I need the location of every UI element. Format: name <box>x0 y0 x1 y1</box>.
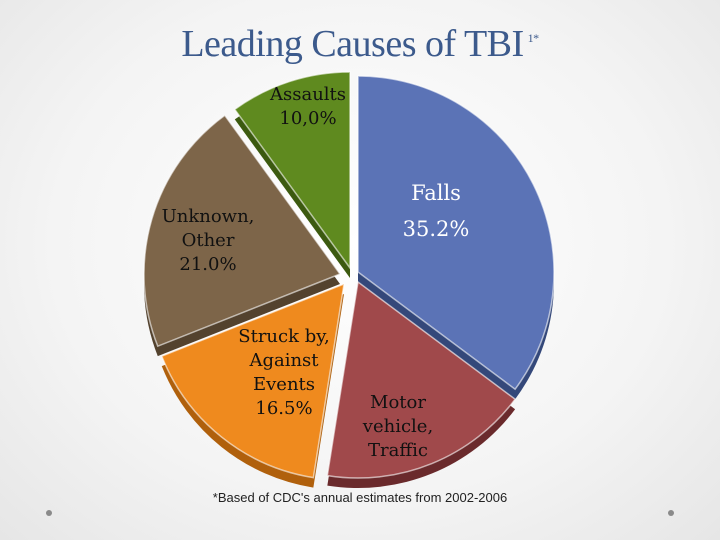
slice-label: Unknown, Other 21.0% <box>162 206 255 275</box>
corner-dot-left <box>46 510 52 516</box>
corner-dot-right <box>668 510 674 516</box>
pie-slice-assaults <box>233 71 351 271</box>
slice-label: Struck by, Against Events 16.5% <box>238 326 330 419</box>
pie-slice-unknown-other <box>143 114 342 348</box>
pie-slice-motor-vehicle-traffic <box>326 280 517 479</box>
title-text: Leading Causes of TBI <box>181 23 524 65</box>
slice-label: Falls 35.2% <box>403 181 470 241</box>
slice-label: Assaults 10,0% <box>269 84 346 129</box>
slide-title: Leading Causes of TBI 1* <box>0 22 720 66</box>
footnote: *Based of CDC's annual estimates from 20… <box>212 490 508 505</box>
title-superscript: 1* <box>527 31 540 46</box>
pie-slice-struck-by-against-events <box>160 282 345 479</box>
pie-slice-falls <box>357 75 555 391</box>
slice-label: Motor vehicle, Traffic <box>362 392 433 461</box>
